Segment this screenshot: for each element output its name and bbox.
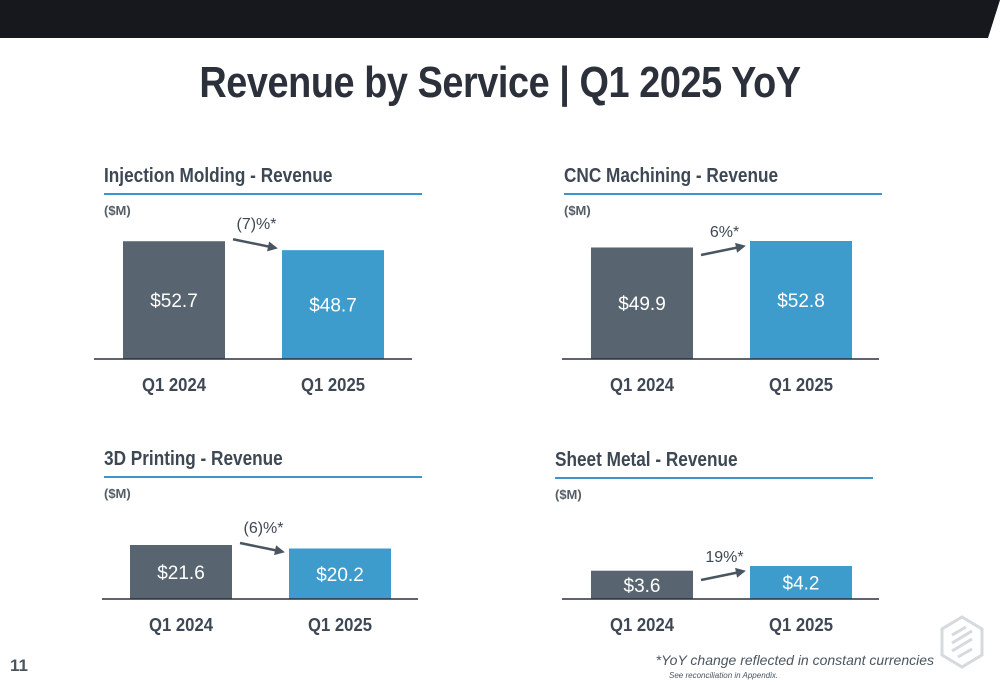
bar-chart: $21.6 Q1 2024 $20.2 Q1 2025 (6)%*: [102, 520, 418, 635]
chart-title: 3D Printing - Revenue: [104, 448, 283, 470]
data-label: $3.6: [624, 576, 661, 597]
change-arrow: [232, 237, 273, 249]
category-label: Q1 2024: [142, 375, 206, 395]
data-label: $48.7: [309, 296, 357, 317]
change-arrow: [700, 570, 741, 582]
injection-molding-panel: Injection Molding - Revenue ($M) $52.7 Q1 2…: [94, 165, 444, 395]
bar-chart: $3.6 Q1 2024 $4.2 Q1 2025 19%*: [562, 549, 879, 635]
bar-q1-2025: [750, 241, 852, 359]
category-label: Q1 2024: [149, 615, 213, 635]
3d-printing-panel: 3D Printing - Revenue ($M) $21.6 Q1 2024 $20…: [102, 448, 444, 658]
data-label: $52.8: [777, 291, 825, 312]
bar-q1-2024: [591, 570, 693, 599]
data-label: $21.6: [157, 563, 205, 584]
company-logo-icon: [940, 615, 984, 669]
yoy-change-label: (6)%*: [243, 520, 283, 537]
title-underline: [564, 193, 882, 195]
unit-label: ($M): [564, 203, 591, 218]
footnote: *YoY change reflected in constant curren…: [655, 652, 934, 668]
bar-q1-2025: [750, 566, 852, 599]
data-label: $4.2: [783, 574, 820, 595]
bar-q1-2024: [123, 241, 225, 359]
change-arrow-head: [274, 545, 285, 556]
bar-q1-2024: [130, 545, 232, 599]
chart-title: Sheet Metal - Revenue: [555, 449, 738, 471]
sheet-metal-panel: Sheet Metal - Revenue ($M) $3.6 Q1 2024 $4.2…: [555, 449, 895, 659]
bar-q1-2025: [289, 548, 391, 599]
bar-chart: $52.7 Q1 2024 $48.7 Q1 2025 (7)%*: [94, 216, 412, 395]
bar-q1-2025: [282, 250, 384, 359]
footnote-reference: See reconciliation in Appendix.: [669, 671, 779, 680]
yoy-change-label: (7)%*: [236, 216, 276, 233]
category-label: Q1 2024: [610, 375, 674, 395]
top-banner: [0, 0, 1000, 38]
change-arrow-head: [735, 567, 746, 578]
chart-title: Injection Molding - Revenue: [104, 165, 333, 187]
change-arrow-head: [735, 242, 746, 253]
data-label: $52.7: [150, 291, 198, 312]
unit-label: ($M): [104, 203, 131, 218]
data-label: $49.9: [618, 294, 666, 315]
bar-chart: $49.9 Q1 2024 $52.8 Q1 2025 6%*: [562, 224, 879, 395]
category-label: Q1 2025: [308, 615, 372, 635]
change-arrow-head: [267, 241, 278, 252]
cnc-machining-panel: CNC Machining - Revenue ($M) $49.9 Q1 2024 $…: [562, 165, 904, 395]
category-label: Q1 2025: [301, 375, 365, 395]
change-arrow: [700, 245, 741, 257]
page-title: Revenue by Service | Q1 2025 YoY: [199, 58, 801, 107]
bar-q1-2024: [591, 247, 693, 359]
page-number: 11: [10, 656, 28, 675]
category-label: Q1 2025: [769, 375, 833, 395]
change-arrow: [239, 541, 280, 553]
yoy-change-label: 6%*: [710, 224, 739, 241]
title-underline: [104, 193, 422, 195]
title-underline: [104, 476, 422, 478]
data-label: $20.2: [316, 565, 364, 586]
unit-label: ($M): [104, 486, 131, 501]
chart-title: CNC Machining - Revenue: [564, 165, 779, 187]
category-label: Q1 2025: [769, 615, 833, 635]
title-underline: [555, 477, 873, 479]
category-label: Q1 2024: [610, 615, 674, 635]
yoy-change-label: 19%*: [705, 549, 743, 566]
unit-label: ($M): [555, 487, 582, 502]
